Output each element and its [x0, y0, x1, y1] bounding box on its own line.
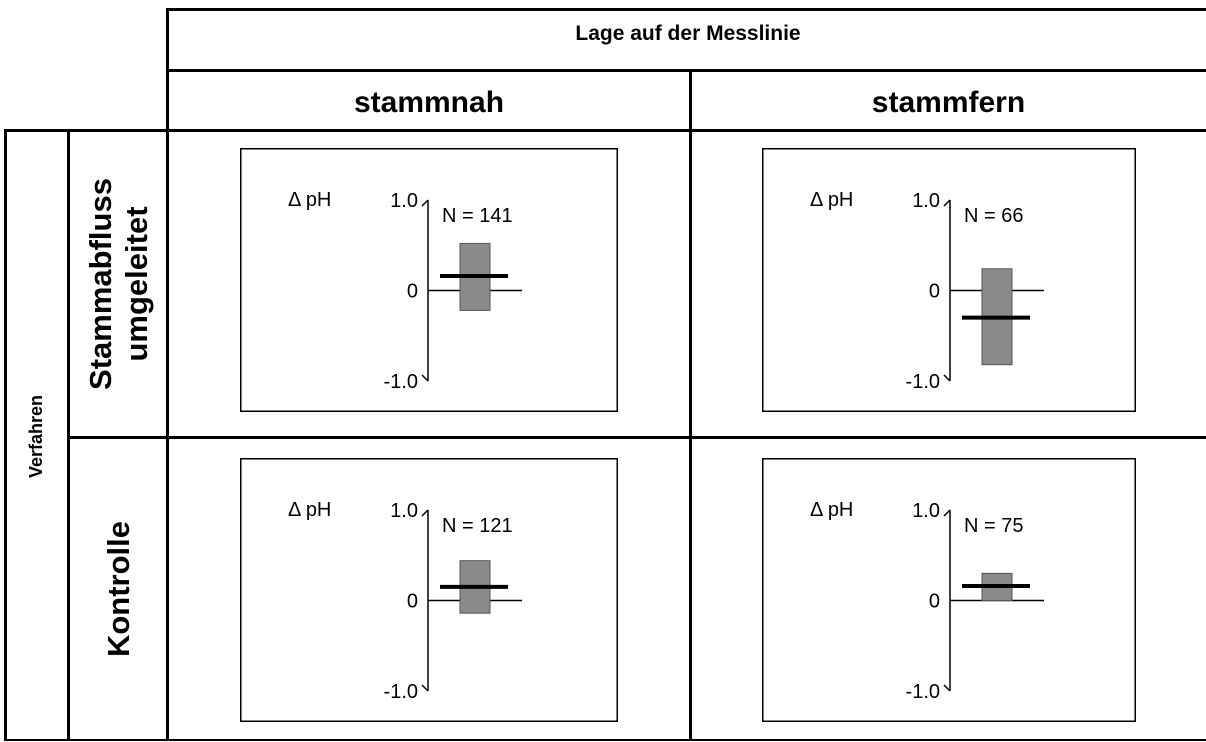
y-tick-top [421, 509, 429, 517]
y-axis-label: Δ pH [810, 189, 853, 211]
y-tick-bottom [421, 374, 429, 382]
side-label-verfahren: Verfahren [4, 130, 70, 742]
column-head-divider [4, 129, 1206, 132]
row-head-divider [166, 8, 169, 741]
column-divider [689, 70, 692, 741]
panel-frame [762, 148, 1136, 412]
y-tick-top [943, 199, 951, 207]
y-tick-top [421, 199, 429, 207]
y-tick-label: -1.0 [906, 371, 940, 393]
y-tick-label: 0 [407, 281, 418, 303]
row-header-text: Kontrolle [101, 521, 137, 657]
y-tick-bottom [943, 684, 951, 692]
y-tick-label: -1.0 [384, 681, 418, 703]
y-tick-label: 1.0 [912, 500, 940, 522]
row-header-kontrolle: Kontrolle [70, 439, 168, 739]
sample-size-label: N = 75 [964, 515, 1023, 537]
panel-frame [240, 148, 618, 412]
row-header-line-1: Kontrolle [101, 520, 136, 658]
row-divider [70, 436, 1206, 439]
row-header-line-1: Stammabfluss [83, 178, 118, 390]
y-axis-label: Δ pH [288, 189, 331, 211]
y-axis-label: Δ pH [810, 499, 853, 521]
y-tick-bottom [421, 684, 429, 692]
sample-size-label: N = 121 [442, 515, 513, 537]
table-top-border [168, 8, 1206, 11]
sample-size-label: N = 141 [442, 205, 513, 227]
y-tick-label: 1.0 [912, 190, 940, 212]
panel-frame [762, 458, 1136, 722]
row-header-line-2: umgeleitet [119, 206, 154, 362]
row-header-text: Stammabfluss umgeleitet [83, 178, 155, 390]
column-header-stammnah: stammnah [353, 86, 505, 119]
chart-panel-kontrolle-stammnah: Δ pH 1.0 0 -1.0 N = 121 [240, 458, 618, 722]
y-tick-bottom [943, 374, 951, 382]
chart-panel-umgeleitet-stammnah: Δ pH 1.0 0 -1.0 N = 141 [240, 148, 618, 412]
table-bottom-border [4, 739, 1206, 741]
y-tick-label: 0 [407, 591, 418, 613]
position-header: Lage auf der Messlinie [575, 22, 801, 45]
panel-frame [240, 458, 618, 722]
y-tick-label: 0 [929, 591, 940, 613]
y-tick-top [943, 509, 951, 517]
y-tick-label: -1.0 [384, 371, 418, 393]
side-label-divider [67, 129, 70, 741]
y-tick-label: 1.0 [390, 190, 418, 212]
row-header-stammabfluss: Stammabfluss umgeleitet [70, 132, 168, 436]
chart-panel-kontrolle-stammfern: Δ pH 1.0 0 -1.0 N = 75 [762, 458, 1136, 722]
column-header-stammfern: stammfern [871, 86, 1026, 119]
header-divider [168, 69, 1206, 72]
y-tick-label: 1.0 [390, 500, 418, 522]
chart-panel-umgeleitet-stammfern: Δ pH 1.0 0 -1.0 N = 66 [762, 148, 1136, 412]
left-border [4, 129, 7, 741]
sample-size-label: N = 66 [964, 205, 1023, 227]
side-label-text: Verfahren [26, 394, 47, 478]
y-tick-label: -1.0 [906, 681, 940, 703]
y-axis-label: Δ pH [288, 499, 331, 521]
y-tick-label: 0 [929, 281, 940, 303]
